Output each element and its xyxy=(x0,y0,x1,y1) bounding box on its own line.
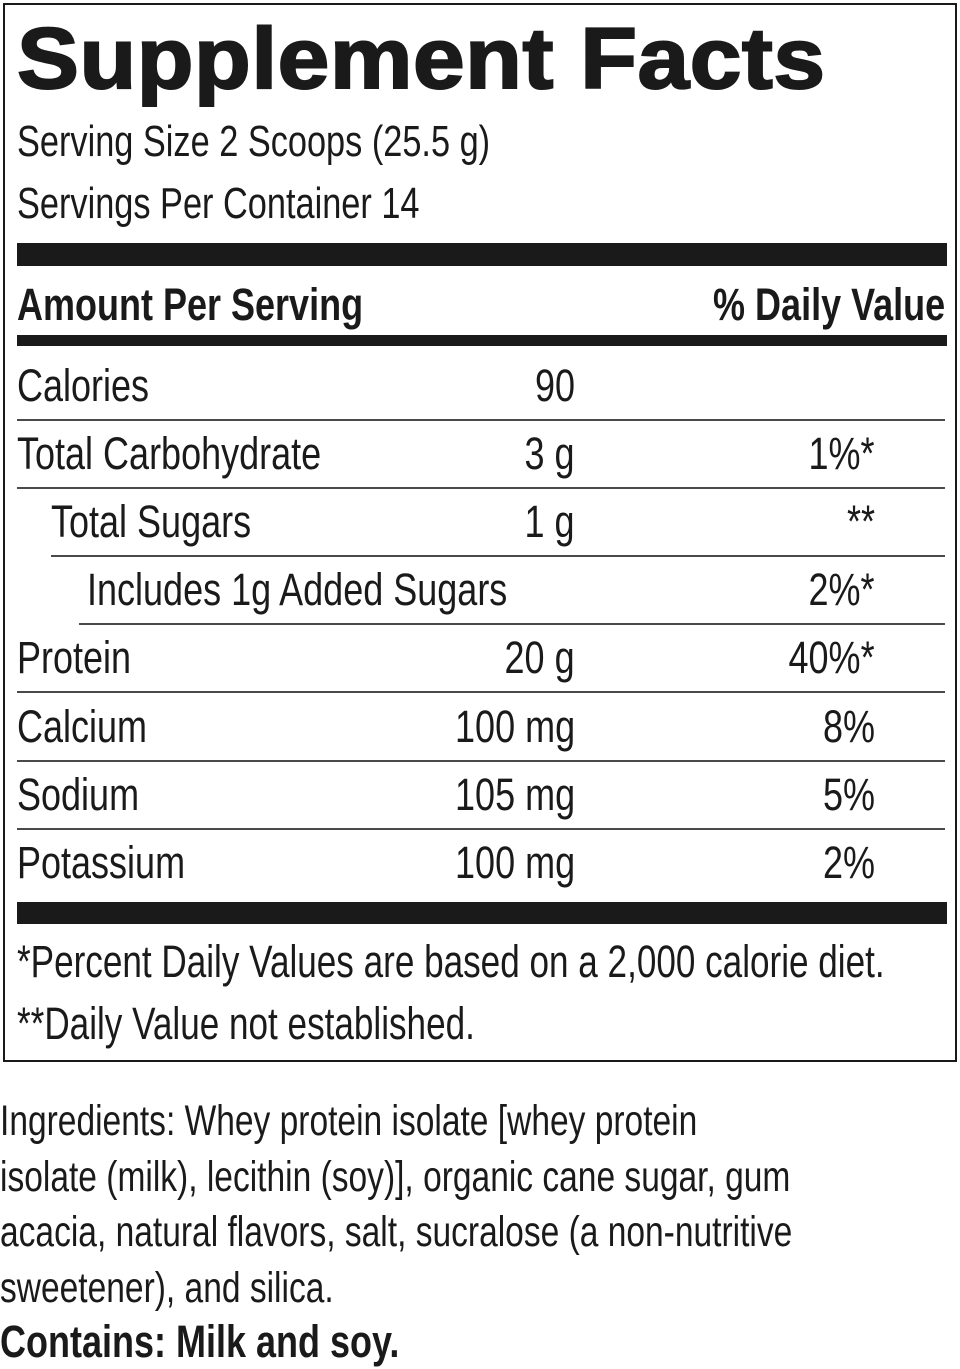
nutrient-daily-value: 2%* xyxy=(808,564,875,615)
nutrient-row-calcium: Calcium 100 mg 8% xyxy=(5,694,955,762)
thick-divider-bottom xyxy=(17,902,947,924)
nutrient-daily-value: ** xyxy=(846,496,875,547)
nutrient-name: Calcium xyxy=(17,701,148,752)
nutrient-daily-value: 5% xyxy=(822,769,875,820)
nutrient-row-total-carbohydrate: Total Carbohydrate 3 g 1%* xyxy=(5,421,955,489)
nutrient-amount: 100 mg xyxy=(454,701,575,752)
row-divider xyxy=(17,828,945,830)
ingredients-line: acacia, natural flavors, salt, sucralose… xyxy=(0,1208,793,1256)
row-divider xyxy=(17,691,945,693)
row-divider xyxy=(51,555,945,557)
nutrient-name: Includes 1g Added Sugars xyxy=(87,564,508,615)
nutrient-amount: 100 mg xyxy=(454,837,575,888)
nutrient-row-total-sugars: Total Sugars 1 g ** xyxy=(5,489,955,557)
nutrient-name: Potassium xyxy=(17,837,186,888)
nutrient-daily-value: 1%* xyxy=(808,428,875,479)
nutrient-daily-value: 40%* xyxy=(788,632,875,683)
nutrient-amount: 3 g xyxy=(524,428,575,479)
row-divider xyxy=(17,487,945,489)
nutrient-row-sodium: Sodium 105 mg 5% xyxy=(5,762,955,830)
ingredients-text: Ingredients: Whey protein isolate [whey … xyxy=(0,1094,960,1316)
daily-value-header: % Daily Value xyxy=(712,279,945,330)
ingredients-line: isolate (milk), lecithin (soy)], organic… xyxy=(0,1152,791,1201)
allergen-statement: Contains: Milk and soy. xyxy=(0,1316,400,1367)
panel-title: Supplement Facts xyxy=(16,10,826,108)
ingredients-line: sweetener), and silica. xyxy=(0,1263,334,1312)
nutrient-row-potassium: Potassium 100 mg 2% xyxy=(5,830,955,900)
row-divider xyxy=(79,623,945,625)
footnote-daily-values: *Percent Daily Values are based on a 2,0… xyxy=(17,936,885,987)
ingredients-line: Ingredients: Whey protein isolate [whey … xyxy=(0,1097,698,1145)
nutrient-amount: 20 g xyxy=(504,632,575,683)
servings-per-container: Servings Per Container 14 xyxy=(17,179,420,228)
nutrient-amount: 1 g xyxy=(524,496,575,547)
amount-per-serving-header: Amount Per Serving xyxy=(17,279,364,330)
row-divider xyxy=(17,419,945,421)
medium-divider xyxy=(17,335,947,346)
nutrient-name: Sodium xyxy=(17,769,140,820)
nutrient-row-calories: Calories 90 xyxy=(5,353,955,421)
nutrient-name: Total Sugars xyxy=(51,496,252,547)
row-divider xyxy=(17,760,945,762)
nutrient-row-protein: Protein 20 g 40%* xyxy=(5,625,955,693)
nutrient-daily-value: 2% xyxy=(822,837,875,888)
thick-divider-top xyxy=(17,243,947,266)
nutrient-row-added-sugars: Includes 1g Added Sugars 2%* xyxy=(5,557,955,625)
nutrient-name: Total Carbohydrate xyxy=(17,428,322,479)
nutrient-amount: 105 mg xyxy=(454,769,575,820)
nutrient-amount: 90 xyxy=(534,360,575,411)
nutrient-name: Calories xyxy=(17,360,150,411)
footnote-not-established: **Daily Value not established. xyxy=(17,998,475,1049)
nutrient-name: Protein xyxy=(17,632,132,683)
serving-size: Serving Size 2 Scoops (25.5 g) xyxy=(17,117,491,166)
supplement-facts-panel: Supplement Facts Serving Size 2 Scoops (… xyxy=(3,3,957,1062)
nutrient-daily-value: 8% xyxy=(822,701,875,752)
